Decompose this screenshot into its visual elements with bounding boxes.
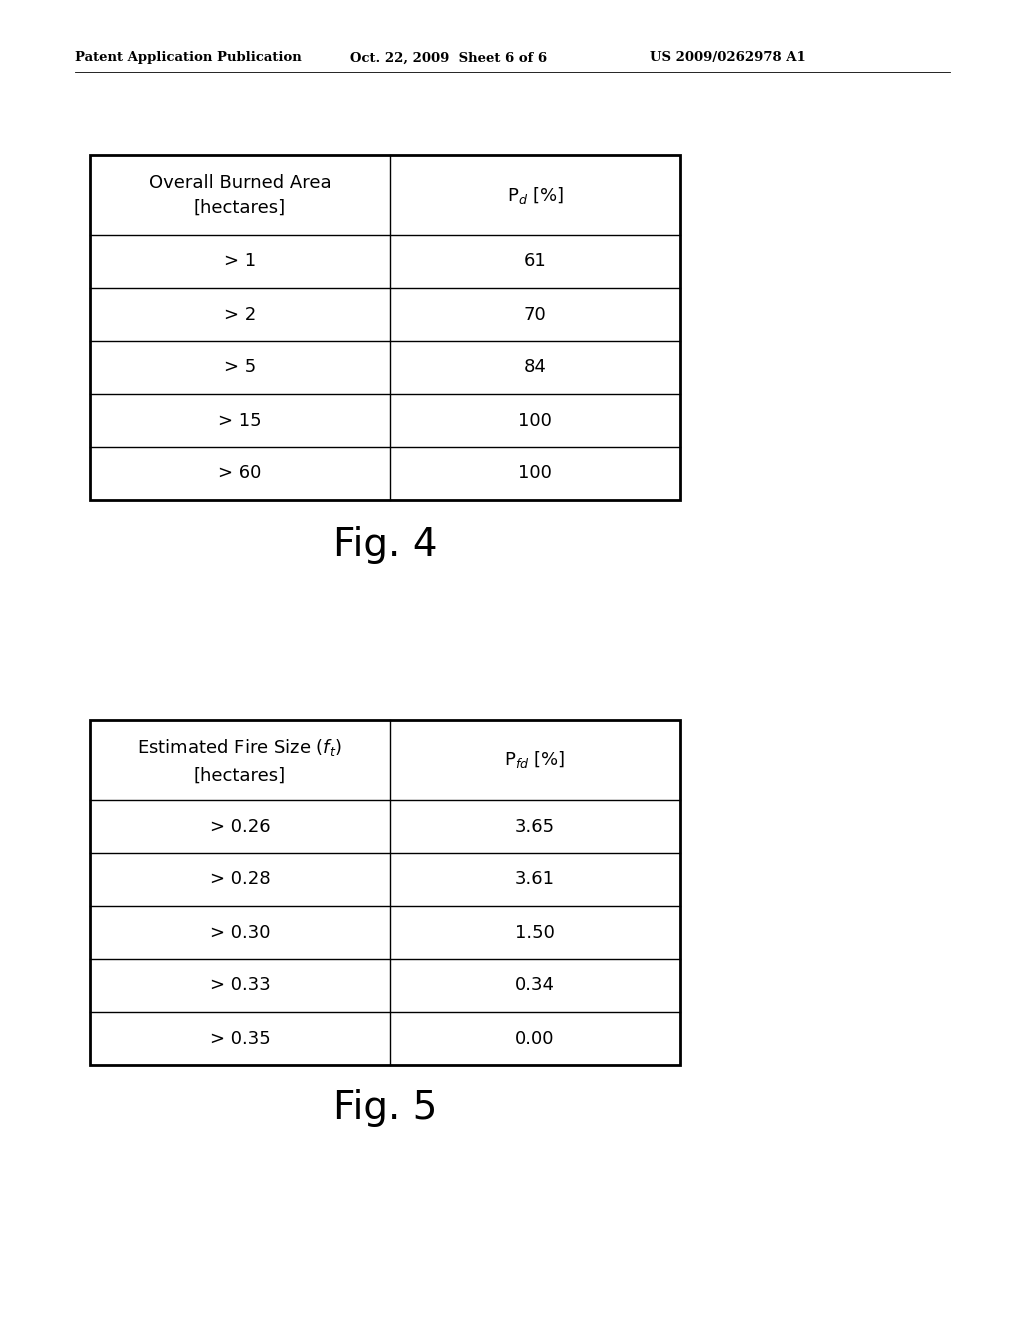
Text: US 2009/0262978 A1: US 2009/0262978 A1	[650, 51, 806, 65]
Text: P$_d$ [%]: P$_d$ [%]	[507, 185, 563, 206]
Text: 100: 100	[518, 465, 552, 483]
Text: > 0.30: > 0.30	[210, 924, 270, 941]
Text: 70: 70	[523, 305, 547, 323]
Text: 0.00: 0.00	[515, 1030, 555, 1048]
Text: > 1: > 1	[224, 252, 256, 271]
Bar	[90, 154, 680, 500]
Text: > 0.33: > 0.33	[210, 977, 270, 994]
Text: Oct. 22, 2009  Sheet 6 of 6: Oct. 22, 2009 Sheet 6 of 6	[350, 51, 547, 65]
Text: 3.65: 3.65	[515, 817, 555, 836]
Text: > 0.26: > 0.26	[210, 817, 270, 836]
Text: P$_{fd}$ [%]: P$_{fd}$ [%]	[505, 750, 565, 771]
Text: Overall Burned Area
[hectares]: Overall Burned Area [hectares]	[148, 173, 332, 216]
Text: 3.61: 3.61	[515, 870, 555, 888]
Text: [hectares]: [hectares]	[194, 767, 286, 785]
Text: > 60: > 60	[218, 465, 262, 483]
Text: Estimated Fire Size ($f_t$): Estimated Fire Size ($f_t$)	[137, 738, 343, 759]
Bar	[90, 719, 680, 1065]
Text: Fig. 4: Fig. 4	[333, 525, 437, 564]
Text: > 15: > 15	[218, 412, 262, 429]
Text: > 0.28: > 0.28	[210, 870, 270, 888]
Text: Patent Application Publication: Patent Application Publication	[75, 51, 302, 65]
Text: > 2: > 2	[224, 305, 256, 323]
Text: > 5: > 5	[224, 359, 256, 376]
Text: 0.34: 0.34	[515, 977, 555, 994]
Text: 100: 100	[518, 412, 552, 429]
Text: 1.50: 1.50	[515, 924, 555, 941]
Text: 61: 61	[523, 252, 547, 271]
Text: > 0.35: > 0.35	[210, 1030, 270, 1048]
Text: Fig. 5: Fig. 5	[333, 1089, 437, 1127]
Text: 84: 84	[523, 359, 547, 376]
